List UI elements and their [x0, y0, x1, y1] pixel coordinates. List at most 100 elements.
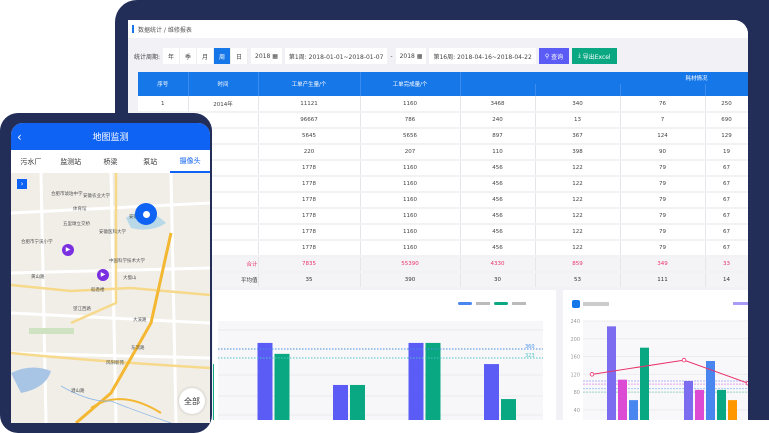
y-tick-label: 120 [570, 372, 580, 378]
tab-pump-station[interactable]: 泵站 [143, 157, 158, 166]
laptop-bezel [748, 20, 769, 420]
legend-swatch [458, 302, 472, 305]
bar [629, 400, 638, 420]
table-cell: 1160 [360, 176, 461, 193]
table-cell: 250 [705, 96, 748, 113]
breadcrumb: 数据统计 / 维修报表 [128, 20, 748, 38]
map-label: 安徽农业大学 [83, 194, 110, 199]
table-cell: 240 [460, 112, 536, 129]
week-start-select[interactable]: 第1周: 2018-01-01~2018-01-07 [284, 48, 388, 64]
table-cell: 5645 [258, 128, 361, 145]
bar [501, 399, 516, 420]
tab-bridge[interactable]: 桥梁 [103, 157, 118, 166]
bar [607, 326, 616, 420]
table-cell: 1160 [360, 96, 461, 113]
tab-camera[interactable]: 摄像头 [170, 150, 210, 173]
map-label: 风阳新苑 [106, 361, 124, 366]
table-cell: 55390 [360, 256, 461, 273]
show-all-button[interactable]: 全部 [179, 388, 205, 414]
table-cell: 456 [460, 224, 536, 241]
table-cell: 79 [620, 176, 706, 193]
map-label: 体育馆 [73, 207, 87, 212]
period-selector[interactable]: 年 季 月 周 日 [163, 48, 249, 64]
camera-pin-icon[interactable]: ▶ [97, 269, 109, 281]
table-cell: 19 [705, 144, 748, 161]
table-row: 1778 1160 456 122 79 67 [138, 176, 748, 193]
period-week[interactable]: 周 [214, 48, 232, 64]
col-header: 时间 [188, 72, 259, 96]
table-cell: 30 [460, 272, 536, 289]
bar [257, 342, 273, 420]
export-excel-button[interactable]: ⤓ 导出Excel [572, 48, 617, 64]
location-pin-icon[interactable] [135, 203, 157, 225]
table-cell: 367 [535, 128, 621, 145]
map-label: 大溪路 [133, 318, 147, 323]
table-cell: 76 [620, 96, 706, 113]
y-tick-label: 240 [570, 319, 580, 325]
period-month[interactable]: 月 [197, 48, 215, 64]
map-label: 黄山路 [31, 275, 45, 280]
bar [706, 361, 715, 420]
table-cell: 129 [705, 128, 748, 145]
table-row: 1778 1160 456 122 79 67 [138, 224, 748, 241]
reference-label: 360 [525, 344, 535, 350]
query-label: 查询 [551, 53, 564, 61]
combo-chart: 240 200 160 120 80 40 [570, 319, 748, 420]
bar [640, 347, 649, 420]
table-cell: 456 [460, 192, 536, 209]
bar [484, 364, 499, 420]
expand-panel-button[interactable]: › [17, 179, 27, 189]
table-cell: 110 [460, 144, 536, 161]
year-end-select[interactable]: 2018 ▦ [395, 48, 427, 64]
week-end-select[interactable]: 第16周: 2018-04-16~2018-04-22 [429, 48, 536, 64]
table-cell: 7835 [258, 256, 361, 273]
table-cell: 79 [620, 224, 706, 241]
col-header: 序号 [138, 72, 189, 96]
table-row: 1778 1160 456 122 79 67 [138, 192, 748, 209]
legend-text-blurred [512, 302, 526, 305]
map-label: 合肥市琥珀中学 [51, 192, 83, 197]
back-arrow-icon[interactable]: ‹ [17, 129, 22, 144]
bar-chart: 360 323 [213, 321, 543, 420]
query-button[interactable]: ⚲ 查询 [538, 48, 570, 64]
table-cell: 220 [258, 144, 361, 161]
year-start-select[interactable]: 2018 ▦ [251, 48, 282, 64]
table-cell: 14 [705, 272, 748, 289]
tab-sewage-plant[interactable]: 污水厂 [20, 157, 42, 166]
line-point [589, 372, 595, 377]
period-quarter[interactable]: 季 [180, 48, 198, 64]
table-cell: 1160 [360, 240, 461, 257]
y-tick-label: 200 [570, 337, 580, 343]
map-label: 稻香楼 [91, 288, 105, 293]
search-icon: ⚲ [544, 52, 552, 60]
tab-monitoring-station[interactable]: 监测站 [60, 157, 82, 166]
breadcrumb-text: 数据统计 / 维修报表 [138, 26, 192, 34]
table-cell: 79 [620, 192, 706, 209]
period-year[interactable]: 年 [163, 48, 181, 64]
table-cell: 456 [460, 160, 536, 177]
phone-screen: 合肥市琥珀中学体育馆安徽省博物院安徽农业大学五里墩立交桥安徽医科大学合肥市宁溪小… [11, 123, 210, 423]
table-cell: 786 [360, 112, 461, 129]
chart-legend [458, 302, 526, 305]
table-cell: 122 [535, 192, 621, 209]
table-cell: 340 [535, 96, 621, 113]
period-day[interactable]: 日 [231, 48, 249, 64]
bar [425, 342, 441, 420]
sub-header [535, 84, 621, 96]
bar [717, 389, 726, 420]
map-label: 潜山路 [71, 389, 85, 394]
bar [213, 364, 214, 420]
table-row: 1778 1160 456 122 79 67 [138, 160, 748, 177]
table-cell: 122 [535, 224, 621, 241]
bar [333, 384, 348, 420]
y-tick-label: 160 [570, 355, 580, 361]
table-cell: 690 [705, 112, 748, 129]
bar [274, 353, 290, 420]
camera-pin-icon[interactable]: ▶ [62, 244, 74, 256]
map[interactable] [11, 173, 210, 423]
download-icon: ⤓ [578, 52, 583, 59]
bar [695, 389, 704, 420]
table-cell: 1160 [360, 224, 461, 241]
table-cell: 33 [705, 256, 748, 273]
material-chart-panel: 240 200 160 120 80 40 [563, 290, 748, 420]
